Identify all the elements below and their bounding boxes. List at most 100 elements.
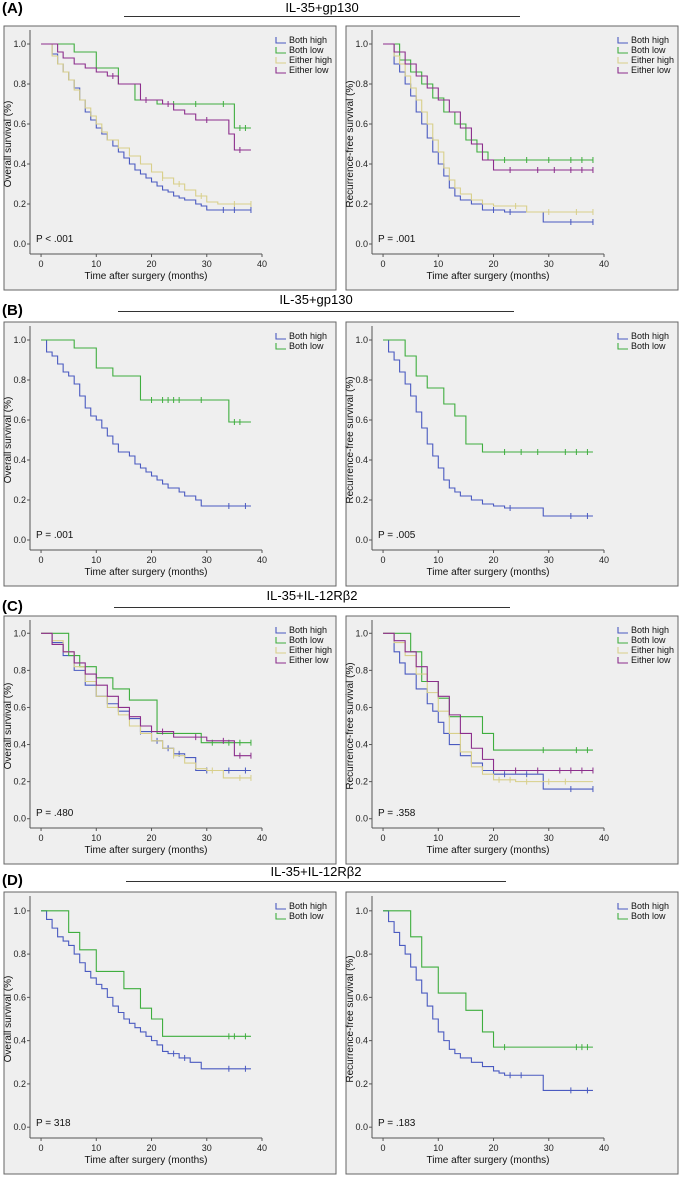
x-tick-label: 10 bbox=[91, 259, 101, 269]
legend-swatch-both-low bbox=[617, 47, 628, 54]
legend-swatch-both-low bbox=[275, 913, 286, 920]
y-tick-label: 0.4 bbox=[13, 1036, 26, 1046]
y-tick-label: 0.0 bbox=[355, 239, 368, 249]
p-value-label: P = 318 bbox=[36, 1118, 71, 1129]
km-curve-either-low bbox=[41, 632, 251, 757]
y-tick-label: 0.0 bbox=[13, 239, 26, 249]
legend-label-both-high: Both high bbox=[631, 901, 669, 911]
y-tick-label: 0.6 bbox=[13, 702, 26, 712]
x-axis-label: Time after surgery (months) bbox=[85, 271, 208, 282]
y-tick-label: 0.4 bbox=[355, 159, 368, 169]
legend-label-either-high: Either high bbox=[631, 55, 674, 65]
y-tick-label: 1.0 bbox=[355, 906, 368, 916]
section-label: (B) bbox=[2, 302, 23, 319]
x-tick-label: 20 bbox=[147, 1143, 157, 1153]
y-tick-label: 0.2 bbox=[355, 777, 368, 787]
legend-label-both-high: Both high bbox=[289, 625, 327, 635]
y-axis-label: Recurrence-free survival (%) bbox=[345, 955, 356, 1082]
legend-label-both-low: Both low bbox=[289, 45, 324, 55]
x-tick-label: 10 bbox=[433, 259, 443, 269]
legend-label-either-low: Either low bbox=[289, 655, 329, 665]
x-tick-label: 30 bbox=[202, 555, 212, 565]
chart-d-overall-survival: 0 10 20 30 40 0.0 0.2 0.4 0.6 0.8 1.0 Time after su… bbox=[3, 891, 337, 1175]
legend-swatch-both-high bbox=[617, 903, 628, 910]
x-tick-label: 20 bbox=[147, 259, 157, 269]
x-tick-label: 30 bbox=[544, 1143, 554, 1153]
x-tick-label: 40 bbox=[257, 555, 267, 565]
y-tick-label: 0.2 bbox=[13, 495, 26, 505]
legend-swatch-either-high bbox=[275, 57, 286, 64]
y-axis-label: Overall survival (%) bbox=[3, 397, 14, 484]
chart-c-overall-survival: 0 10 20 30 40 0.0 0.2 0.4 0.6 0.8 1.0 Time after su… bbox=[3, 615, 337, 865]
legend-swatch-both-high bbox=[275, 903, 286, 910]
x-tick-label: 0 bbox=[381, 1143, 386, 1153]
x-tick-label: 30 bbox=[544, 833, 554, 843]
p-value-label: P = .005 bbox=[378, 530, 416, 541]
km-curve-both-low bbox=[383, 339, 593, 453]
chart-a-overall-survival: 0 10 20 30 40 0.0 0.2 0.4 0.6 0.8 1.0 Time after su… bbox=[3, 25, 337, 291]
x-tick-label: 30 bbox=[202, 1143, 212, 1153]
legend-label-either-high: Either high bbox=[289, 55, 332, 65]
y-tick-label: 0.8 bbox=[13, 79, 26, 89]
legend-swatch-either-low bbox=[617, 657, 628, 664]
legend-label-either-low: Either low bbox=[289, 65, 329, 75]
legend-label-both-low: Both low bbox=[289, 341, 324, 351]
section-label: (D) bbox=[2, 872, 23, 889]
x-tick-label: 20 bbox=[489, 833, 499, 843]
plot-frame bbox=[3, 891, 337, 1175]
km-curve-both-high bbox=[41, 910, 251, 1070]
legend-label-both-high: Both high bbox=[631, 331, 669, 341]
y-tick-label: 1.0 bbox=[13, 39, 26, 49]
legend-swatch-both-high bbox=[275, 37, 286, 44]
chart-b-recurrence-free-survival: 0 10 20 30 40 0.0 0.2 0.4 0.6 0.8 1.0 Time after su… bbox=[345, 321, 679, 587]
y-tick-label: 1.0 bbox=[13, 906, 26, 916]
y-tick-label: 0.0 bbox=[355, 1122, 368, 1132]
legend-label-both-high: Both high bbox=[289, 901, 327, 911]
y-tick-label: 0.6 bbox=[13, 119, 26, 129]
x-axis-label: Time after surgery (months) bbox=[85, 1155, 208, 1166]
y-tick-label: 0.8 bbox=[13, 949, 26, 959]
legend-label-either-high: Either high bbox=[631, 645, 674, 655]
y-tick-label: 0.8 bbox=[355, 375, 368, 385]
chart-d-recurrence-free-survival: 0 10 20 30 40 0.0 0.2 0.4 0.6 0.8 1.0 Time after su… bbox=[345, 891, 679, 1175]
y-tick-label: 1.0 bbox=[355, 335, 368, 345]
km-curve-either-low bbox=[41, 43, 251, 151]
x-tick-label: 10 bbox=[91, 833, 101, 843]
plot-frame bbox=[345, 891, 679, 1175]
km-curve-both-high bbox=[41, 339, 251, 507]
legend-label-both-low: Both low bbox=[631, 45, 666, 55]
y-tick-label: 0.4 bbox=[13, 740, 26, 750]
p-value-label: P = .001 bbox=[378, 234, 416, 245]
y-tick-label: 0.6 bbox=[355, 415, 368, 425]
x-tick-label: 10 bbox=[433, 833, 443, 843]
y-tick-label: 0.4 bbox=[355, 740, 368, 750]
legend-label-both-low: Both low bbox=[631, 341, 666, 351]
y-tick-label: 0.6 bbox=[355, 992, 368, 1002]
legend-swatch-either-high bbox=[617, 647, 628, 654]
section-b-header: (B) IL-35+gp130 bbox=[0, 292, 686, 319]
x-axis-label: Time after surgery (months) bbox=[427, 567, 550, 578]
section-title: IL-35+gp130 bbox=[279, 292, 353, 307]
x-tick-label: 20 bbox=[489, 259, 499, 269]
y-axis-label: Recurrence-free survival (%) bbox=[345, 80, 356, 207]
legend-label-both-low: Both low bbox=[631, 911, 666, 921]
y-tick-label: 0.8 bbox=[355, 949, 368, 959]
y-tick-label: 1.0 bbox=[355, 39, 368, 49]
legend-label-both-low: Both low bbox=[289, 635, 324, 645]
x-tick-label: 20 bbox=[147, 833, 157, 843]
y-axis-label: Recurrence-free survival (%) bbox=[345, 376, 356, 503]
legend-swatch-both-low bbox=[275, 343, 286, 350]
km-curve-either-high bbox=[41, 43, 251, 205]
km-curve-either-high bbox=[383, 43, 593, 213]
section-c-header: (C) IL-35+IL-12Rβ2 bbox=[0, 588, 686, 615]
y-tick-label: 0.2 bbox=[13, 1079, 26, 1089]
x-tick-label: 10 bbox=[433, 1143, 443, 1153]
x-tick-label: 0 bbox=[39, 555, 44, 565]
x-tick-label: 40 bbox=[599, 259, 609, 269]
y-tick-label: 0.4 bbox=[13, 159, 26, 169]
x-tick-label: 10 bbox=[91, 1143, 101, 1153]
legend-label-either-low: Either low bbox=[631, 655, 671, 665]
y-tick-label: 0.8 bbox=[13, 375, 26, 385]
km-curve-both-high bbox=[383, 339, 593, 517]
x-axis-label: Time after surgery (months) bbox=[427, 845, 550, 856]
